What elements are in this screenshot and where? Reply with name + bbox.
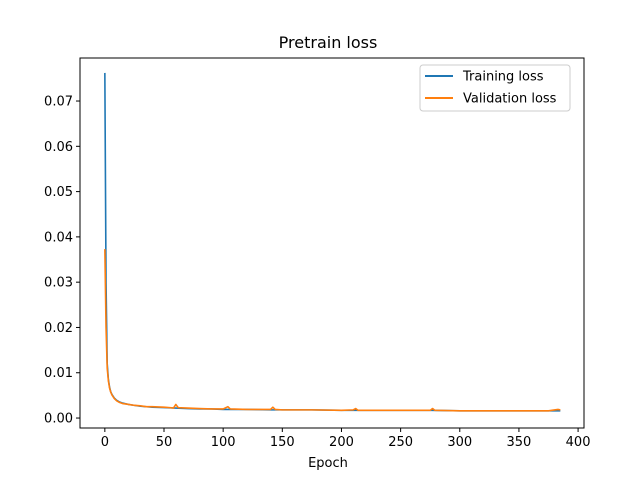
x-tick-label: 350 [507,435,532,450]
x-tick-label: 100 [211,435,236,450]
y-axis: 0.00 0.01 0.02 0.03 0.04 0.05 0.06 0.07 [44,95,80,427]
x-tick-label: 400 [566,435,591,450]
series-layer [104,72,561,412]
legend-label: Validation loss [463,92,557,107]
x-axis: 0 50 100 150 200 250 300 350 400 [101,428,591,450]
plot-frame [79,57,585,429]
y-tick-label: 0.03 [44,276,73,291]
y-tick-label: 0.01 [44,366,73,381]
x-tick-label: 0 [101,435,109,450]
x-axis-label: Epoch [308,456,348,471]
x-tick-label: 300 [447,435,472,450]
y-tick-label: 0.07 [44,95,73,110]
legend-label: Training loss [462,70,544,85]
y-tick-label: 0.06 [44,140,73,155]
y-tick-label: 0.04 [44,230,73,245]
series-line-validation-loss [104,249,561,412]
chart-title: Pretrain loss [279,33,378,52]
y-tick-label: 0.00 [44,412,73,427]
legend-box [419,64,571,112]
x-tick-label: 50 [156,435,173,450]
x-tick-label: 250 [388,435,413,450]
x-tick-label: 150 [270,435,295,450]
legend: Training loss Validation loss [419,64,571,112]
x-tick-label: 200 [329,435,354,450]
y-tick-label: 0.05 [44,185,73,200]
y-tick-label: 0.02 [44,321,73,336]
